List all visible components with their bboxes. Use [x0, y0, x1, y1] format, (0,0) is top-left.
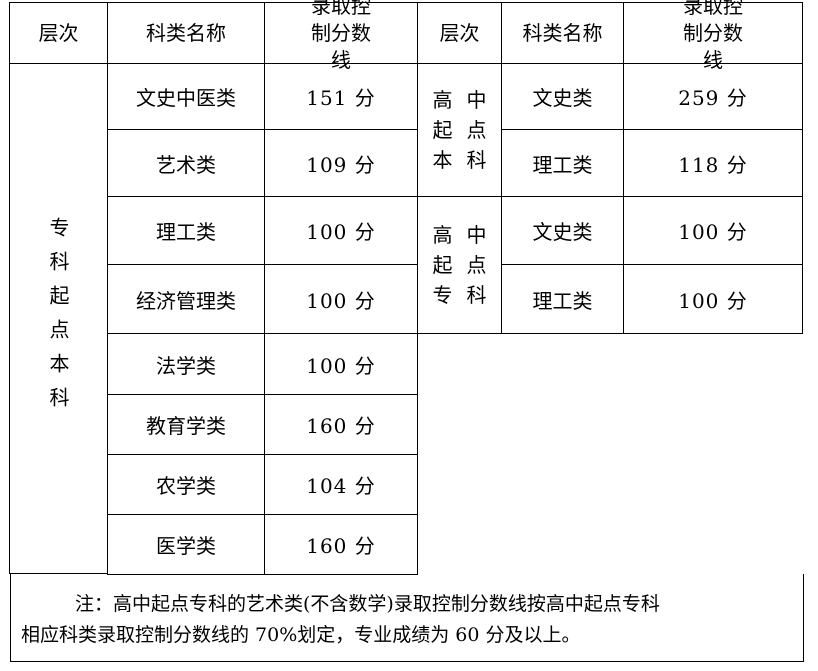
score-cell: 100 分	[623, 264, 803, 334]
subject-cell: 医学类	[107, 514, 265, 575]
score-cell: 100 分	[264, 333, 418, 395]
level-char: 科	[466, 283, 487, 307]
header-level: 层次	[9, 2, 108, 64]
score-cell: 160 分	[264, 394, 418, 455]
subject-cell: 农学类	[107, 454, 265, 515]
level-char: 科	[466, 148, 487, 172]
level-cell-right: 高中起点本科	[417, 63, 502, 197]
level-char: 点	[466, 253, 487, 277]
score-cell: 151 分	[264, 63, 418, 130]
header-subject-right: 科类名称	[501, 2, 624, 64]
subject-cell: 经济管理类	[107, 264, 265, 334]
subject-cell: 理工类	[107, 196, 265, 265]
footnote: 注：高中起点专科的艺术类(不含数学)录取控制分数线按高中起点专科 相应科类录取控…	[10, 574, 804, 662]
header-score-right: 录取控制分数线	[623, 0, 803, 72]
subject-cell: 教育学类	[107, 394, 265, 455]
subject-cell: 文史类	[501, 63, 624, 130]
score-cell: 100 分	[264, 196, 418, 265]
level-label: 专科起点本科	[46, 216, 70, 421]
level-char: 中	[466, 88, 487, 112]
subject-cell: 艺术类	[107, 129, 265, 197]
level-char: 专	[432, 283, 453, 307]
level-char: 中	[466, 223, 487, 247]
level-cell-right: 高中起点专科	[417, 196, 502, 334]
level-cell-left: 专科起点本科	[9, 63, 108, 574]
level-char: 本	[432, 148, 453, 172]
footnote-line-2: 相应科类录取控制分数线的 70%划定，专业成绩为 60 分及以上。	[21, 624, 581, 646]
subject-cell: 文史类	[501, 196, 624, 265]
header-level-right: 层次	[417, 2, 502, 64]
level-char: 点	[466, 118, 487, 142]
score-cell: 259 分	[623, 63, 803, 130]
level-char: 高	[432, 223, 453, 247]
level-char: 高	[432, 88, 453, 112]
score-cell: 160 分	[264, 514, 418, 575]
subject-cell: 理工类	[501, 264, 624, 334]
footnote-line-1: 注：高中起点专科的艺术类(不含数学)录取控制分数线按高中起点专科	[75, 593, 660, 615]
score-cell: 118 分	[623, 129, 803, 197]
score-cell: 109 分	[264, 129, 418, 197]
score-cell: 100 分	[264, 264, 418, 334]
header-score: 录取控制分数线	[264, 0, 418, 72]
level-char: 起	[432, 253, 453, 277]
header-subject: 科类名称	[107, 2, 265, 64]
score-cell: 104 分	[264, 454, 418, 515]
subject-cell: 理工类	[501, 129, 624, 197]
score-cell: 100 分	[623, 196, 803, 265]
subject-cell: 法学类	[107, 333, 265, 395]
level-char: 起	[432, 118, 453, 142]
subject-cell: 文史中医类	[107, 63, 265, 130]
